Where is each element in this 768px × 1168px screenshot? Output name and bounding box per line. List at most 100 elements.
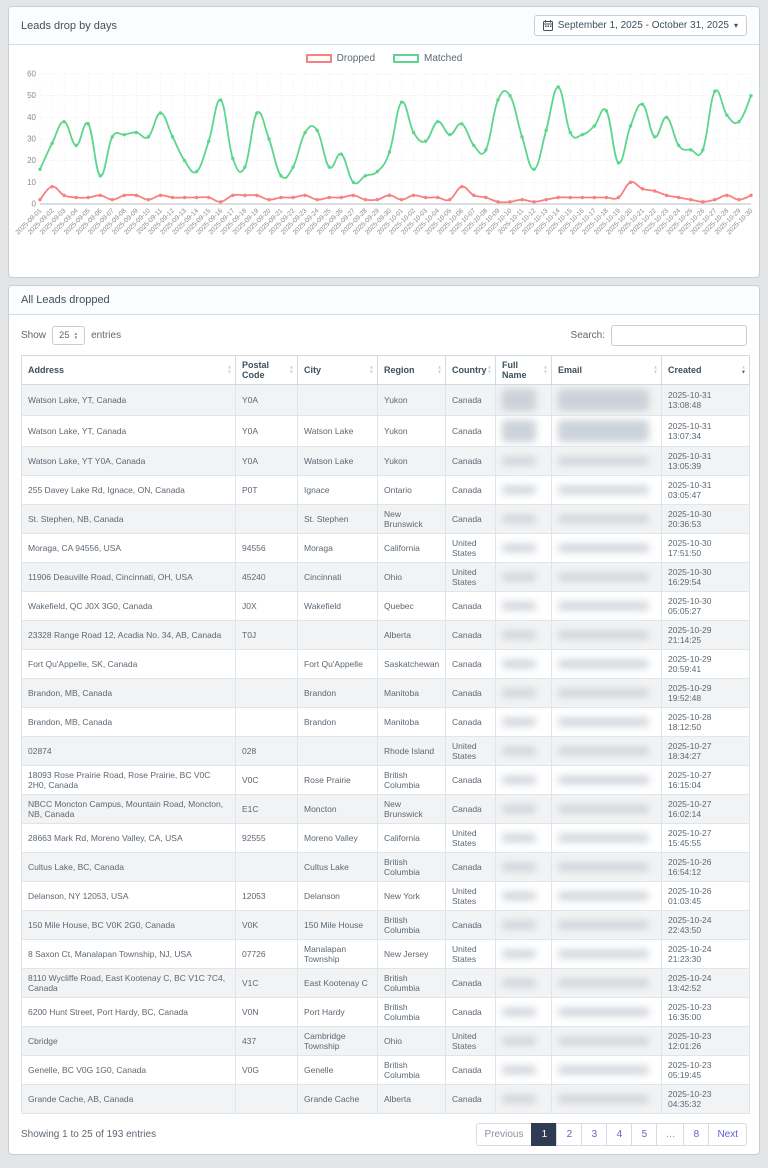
redacted-name	[502, 1095, 536, 1103]
cell-created: 2025-10-23 12:01:26	[661, 1026, 750, 1056]
cell-address: NBCC Moncton Campus, Mountain Road, Monc…	[21, 794, 236, 824]
search-input[interactable]	[611, 325, 747, 346]
legend-swatch-matched	[393, 54, 419, 63]
cell-region: British Columbia	[377, 968, 446, 998]
cell-postal-code: 92555	[235, 823, 298, 853]
cell-country: United States	[445, 1026, 496, 1056]
page-button-8[interactable]: 8	[683, 1123, 710, 1146]
cell-email	[551, 852, 662, 882]
previous-page-button[interactable]: Previous	[475, 1123, 533, 1146]
entries-label: entries	[91, 330, 122, 341]
redacted-email	[558, 921, 650, 929]
table-header-row: Address ▲ ▼ Postal Code ▲ ▼ City ▲ ▼ Region ▲ ▼ Coun…	[21, 355, 750, 385]
table-row: Watson Lake, YT Y0A, Canada Y0A Watson Lak…	[21, 446, 750, 476]
cell-created: 2025-10-23 04:35:32	[661, 1084, 750, 1114]
page-button-4[interactable]: 4	[606, 1123, 633, 1146]
cell-email	[551, 504, 662, 534]
page-button-3[interactable]: 3	[581, 1123, 608, 1146]
sort-icon: ▲ ▼	[543, 364, 548, 375]
cell-postal-code	[235, 504, 298, 534]
cell-full-name	[495, 1084, 552, 1114]
page-length-select[interactable]: 25 ▲ ▼	[52, 326, 86, 345]
redacted-name	[502, 776, 536, 784]
column-header-country[interactable]: Country ▲ ▼	[445, 355, 496, 385]
table-row: Brandon, MB, Canada Brandon Manitoba Canada…	[21, 707, 750, 737]
column-header-region[interactable]: Region ▲ ▼	[377, 355, 446, 385]
cell-email	[551, 707, 662, 737]
date-range-label: September 1, 2025 - October 31, 2025	[557, 20, 729, 31]
column-header-full-name[interactable]: Full Name ▲ ▼	[495, 355, 552, 385]
cell-address: 18093 Rose Prairie Road, Rose Prairie, B…	[21, 765, 236, 795]
cell-country: United States	[445, 823, 496, 853]
page-button-5[interactable]: 5	[631, 1123, 658, 1146]
sort-icon: ▲ ▼	[487, 364, 492, 375]
table-card-header: All Leads dropped	[9, 286, 759, 315]
cell-created: 2025-10-30 17:51:50	[661, 533, 750, 563]
next-page-button[interactable]: Next	[708, 1123, 747, 1146]
cell-created: 2025-10-26 16:54:12	[661, 852, 750, 882]
redacted-email	[558, 1066, 650, 1074]
cell-city: Watson Lake	[297, 446, 378, 476]
cell-address: Cultus Lake, BC, Canada	[21, 852, 236, 882]
cell-postal-code	[235, 707, 298, 737]
date-range-picker[interactable]: September 1, 2025 - October 31, 2025 ▾	[533, 15, 747, 36]
table-row: 8 Saxon Ct, Manalapan Township, NJ, USA 0…	[21, 939, 750, 969]
legend-label: Matched	[424, 53, 463, 64]
redacted-email	[558, 573, 650, 581]
column-header-created[interactable]: Created ▲ ▼	[661, 355, 750, 385]
cell-address: Moraga, CA 94556, USA	[21, 533, 236, 563]
search-control: Search:	[571, 325, 747, 346]
cell-city: Rose Prairie	[297, 765, 378, 795]
entries-info: Showing 1 to 25 of 193 entries	[21, 1129, 157, 1140]
cell-full-name	[495, 881, 552, 911]
cell-country: Canada	[445, 765, 496, 795]
cell-email	[551, 620, 662, 650]
cell-region: New York	[377, 881, 446, 911]
cell-postal-code: 45240	[235, 562, 298, 592]
column-header-email[interactable]: Email ▲ ▼	[551, 355, 662, 385]
column-header-postal-code[interactable]: Postal Code ▲ ▼	[235, 355, 298, 385]
redacted-email	[558, 1008, 650, 1016]
sort-icon: ▲ ▼	[437, 364, 442, 375]
cell-created: 2025-10-30 05:05:27	[661, 591, 750, 621]
cell-city: Delanson	[297, 881, 378, 911]
redacted-email	[558, 660, 650, 668]
column-label: Full Name	[502, 360, 527, 380]
legend-item-dropped[interactable]: Dropped	[305, 53, 375, 64]
cell-created: 2025-10-23 05:19:45	[661, 1055, 750, 1085]
column-label: Email	[558, 365, 583, 375]
redacted-email	[558, 544, 650, 552]
cell-email	[551, 446, 662, 476]
cell-city: St. Stephen	[297, 504, 378, 534]
cell-postal-code: Y0A	[235, 415, 298, 447]
cell-postal-code: J0X	[235, 591, 298, 621]
cell-country: Canada	[445, 707, 496, 737]
redacted-name	[502, 718, 536, 726]
cell-postal-code: V0N	[235, 997, 298, 1027]
column-header-city[interactable]: City ▲ ▼	[297, 355, 378, 385]
redacted-email	[558, 420, 650, 442]
cell-postal-code: P0T	[235, 475, 298, 505]
cell-created: 2025-10-27 16:15:04	[661, 765, 750, 795]
cell-city: Ignace	[297, 475, 378, 505]
redacted-name	[502, 863, 536, 871]
column-header-address[interactable]: Address ▲ ▼	[21, 355, 236, 385]
legend-item-matched[interactable]: Matched	[393, 53, 462, 64]
page-button-2[interactable]: 2	[556, 1123, 583, 1146]
cell-region: Saskatchewan	[377, 649, 446, 679]
page-button-1[interactable]: 1	[531, 1123, 558, 1146]
cell-created: 2025-10-31 13:08:48	[661, 384, 750, 416]
cell-full-name	[495, 939, 552, 969]
leads-line-chart: 01020304050602025-09-012025-09-022025-09…	[15, 70, 755, 237]
redacted-email	[558, 515, 650, 523]
cell-country: Canada	[445, 678, 496, 708]
chart-card-title: Leads drop by days	[21, 19, 118, 32]
table-row: 18093 Rose Prairie Road, Rose Prairie, B…	[21, 765, 750, 795]
cell-postal-code: V0K	[235, 910, 298, 940]
redacted-name	[502, 834, 536, 842]
cell-created: 2025-10-29 21:14:25	[661, 620, 750, 650]
cell-postal-code: 437	[235, 1026, 298, 1056]
cell-region: British Columbia	[377, 765, 446, 795]
svg-text:50: 50	[27, 91, 36, 100]
cell-postal-code	[235, 678, 298, 708]
